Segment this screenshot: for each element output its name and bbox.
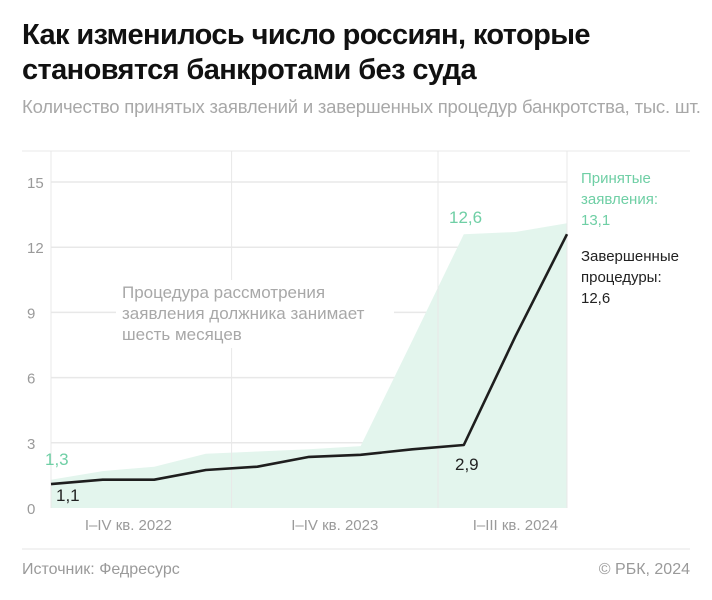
label-completed-start: 1,1 xyxy=(56,486,80,505)
y-axis-ticks: 0 3 6 9 12 15 xyxy=(27,175,44,518)
vertical-grid-lines xyxy=(50,151,568,508)
x-axis-label: I–IV кв. 2022 xyxy=(85,517,172,534)
note-line-3: шесть месяцев xyxy=(122,325,242,344)
note-line-2: заявления должника занимает xyxy=(122,304,365,323)
y-tick-label: 9 xyxy=(27,305,35,322)
source-note: Источник: Федресурс xyxy=(22,561,180,578)
legend-completed-value: 12,6 xyxy=(581,290,610,307)
label-accepted-start: 1,3 xyxy=(45,450,69,469)
label-accepted-q1-2024: 12,6 xyxy=(449,208,482,227)
legend-accepted-line-1: Принятые xyxy=(581,170,651,187)
note-background xyxy=(116,280,394,348)
legend-completed-line-2: процедуры: xyxy=(581,269,662,286)
y-tick-label: 3 xyxy=(27,436,35,453)
chart-subtitle: Количество принятых заявлений и завершен… xyxy=(22,96,701,117)
y-tick-label: 12 xyxy=(27,240,44,257)
label-completed-q1-2024: 2,9 xyxy=(455,455,479,474)
x-axis-label: I–IV кв. 2023 xyxy=(291,517,378,534)
y-tick-label: 6 xyxy=(27,371,35,388)
copyright-note: © РБК, 2024 xyxy=(598,561,690,578)
legend-accepted-line-2: заявления: xyxy=(581,191,658,208)
chart-title: Как изменилось число россиян, которые ст… xyxy=(22,19,591,86)
completed-procedures-line xyxy=(50,233,569,486)
legend-accepted-value: 13,1 xyxy=(581,212,610,229)
accepted-applications-area xyxy=(51,223,567,509)
y-tick-label: 0 xyxy=(27,501,35,518)
x-axis-label: I–III кв. 2024 xyxy=(473,517,558,534)
legend-completed-line-1: Завершенные xyxy=(581,248,679,265)
y-tick-label: 15 xyxy=(27,175,44,192)
note-line-1: Процедура рассмотрения xyxy=(122,283,325,302)
x-axis-labels: I–IV кв. 2022 I–IV кв. 2023 I–III кв. 2024 xyxy=(85,517,558,534)
